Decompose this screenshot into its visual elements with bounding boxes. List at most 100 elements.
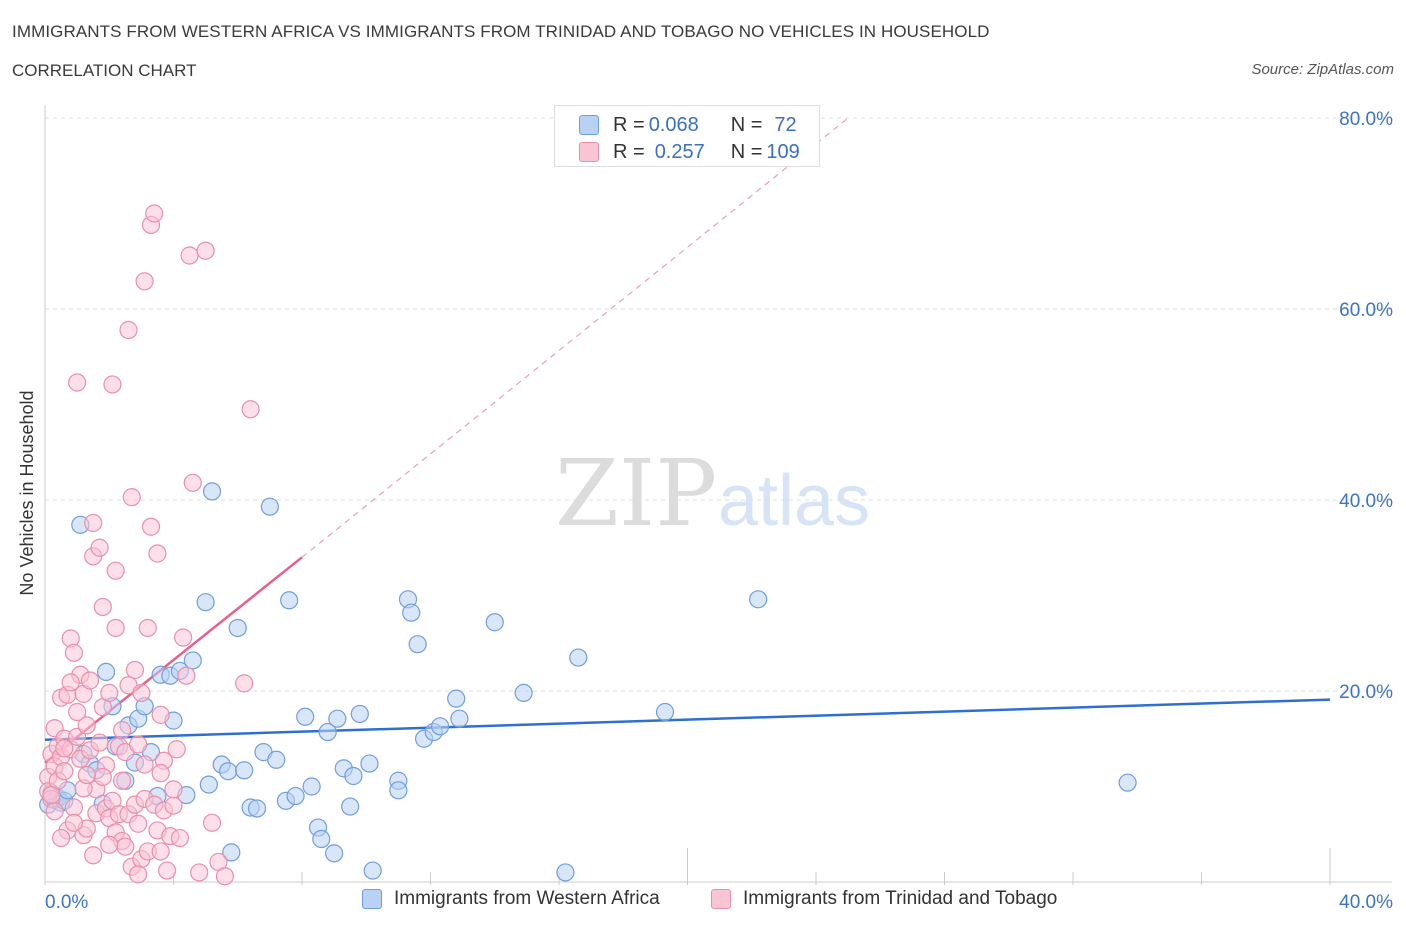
point-trinidad xyxy=(42,785,61,805)
point-trinidad xyxy=(167,740,186,759)
point-trinidad xyxy=(93,767,112,787)
trend-extension-trinidad xyxy=(301,117,849,558)
point-western-africa xyxy=(219,762,238,781)
point-western-africa xyxy=(749,590,768,609)
watermark-zip: ZIP xyxy=(555,440,717,547)
point-trinidad xyxy=(68,373,87,392)
point-trinidad xyxy=(90,538,109,557)
point-western-africa xyxy=(360,754,379,773)
point-trinidad xyxy=(180,246,199,265)
point-trinidad xyxy=(138,618,157,638)
point-western-africa xyxy=(222,843,241,862)
legend-item-trinidad[interactable]: Immigrants from Trinidad and Tobago xyxy=(711,888,1057,910)
point-western-africa xyxy=(344,766,363,786)
data-points xyxy=(39,204,1137,886)
point-trinidad xyxy=(125,660,145,680)
point-trinidad xyxy=(80,671,100,690)
y-tick-label: 20.0% xyxy=(1339,682,1393,703)
stats-swatch-trinidad xyxy=(579,142,599,162)
point-trinidad xyxy=(45,802,64,821)
point-western-africa xyxy=(199,775,218,794)
point-trinidad xyxy=(129,865,148,884)
point-western-africa xyxy=(260,497,279,516)
point-western-africa xyxy=(389,781,408,800)
point-western-africa xyxy=(202,482,222,501)
stats-row-western-africa: R = 0.068 N = 72 xyxy=(579,112,797,138)
point-trinidad xyxy=(151,764,170,783)
point-western-africa xyxy=(556,863,575,882)
point-trinidad xyxy=(103,375,122,394)
source-label: Source: ZipAtlas.com xyxy=(1251,61,1394,78)
point-trinidad xyxy=(106,561,125,580)
stats-n-label: N = xyxy=(730,140,763,163)
point-trinidad xyxy=(64,798,84,817)
point-trinidad xyxy=(132,683,151,703)
point-western-africa xyxy=(286,786,305,806)
point-trinidad xyxy=(141,517,161,536)
point-western-africa xyxy=(450,709,469,728)
stats-n-label: N = xyxy=(730,113,763,136)
point-trinidad xyxy=(164,780,183,799)
point-western-africa xyxy=(267,750,286,769)
point-western-africa xyxy=(235,761,254,780)
point-trinidad xyxy=(190,863,209,882)
point-western-africa xyxy=(96,662,116,682)
point-western-africa xyxy=(228,618,247,638)
point-western-africa xyxy=(408,635,427,654)
point-western-africa xyxy=(328,709,347,728)
chart-title: IMMIGRANTS FROM WESTERN AFRICA VS IMMIGR… xyxy=(12,22,990,41)
point-western-africa xyxy=(341,797,360,816)
point-western-africa xyxy=(312,829,331,849)
point-trinidad xyxy=(129,814,148,833)
point-western-africa xyxy=(296,707,315,726)
point-western-africa xyxy=(302,777,321,796)
point-trinidad xyxy=(119,320,138,340)
point-trinidad xyxy=(64,813,84,832)
point-trinidad xyxy=(241,400,260,419)
point-trinidad xyxy=(90,733,109,752)
point-western-africa xyxy=(247,799,267,818)
point-western-africa xyxy=(318,722,337,742)
stats-swatch-western-africa xyxy=(579,115,599,135)
point-trinidad xyxy=(84,513,103,533)
legend-swatch-western-africa xyxy=(362,889,382,909)
legend-item-western-africa[interactable]: Immigrants from Western Africa xyxy=(362,888,660,910)
y-tick-label: 40.0% xyxy=(1339,491,1393,512)
point-trinidad xyxy=(51,828,71,848)
point-trinidad xyxy=(93,597,112,617)
point-trinidad xyxy=(157,861,177,880)
point-trinidad xyxy=(145,204,164,223)
point-trinidad xyxy=(196,241,215,260)
point-trinidad xyxy=(112,771,132,790)
point-trinidad xyxy=(77,716,96,735)
point-trinidad xyxy=(164,796,183,815)
stats-box: R = 0.068 N = 72 R = 0.257 N = 109 xyxy=(554,105,820,167)
stats-r-label: R = xyxy=(613,140,645,163)
trend-line-western-africa xyxy=(44,698,1331,741)
tick-labels: 20.0% 40.0% 60.0% 80.0% 0.0% 40.0% xyxy=(45,109,1393,913)
point-trinidad xyxy=(129,735,148,754)
point-trinidad xyxy=(235,674,254,693)
point-trinidad xyxy=(106,618,125,638)
legend: Immigrants from Western Africa Immigrant… xyxy=(0,888,1406,918)
stats-n-value: 72 xyxy=(774,113,797,136)
point-western-africa xyxy=(402,603,421,622)
point-trinidad xyxy=(148,544,167,563)
point-trinidad xyxy=(151,705,170,724)
point-western-africa xyxy=(447,689,466,708)
point-western-africa xyxy=(485,613,504,632)
watermark-atlas: atlas xyxy=(718,461,870,541)
x-tick-label: 40.0% xyxy=(1339,892,1393,913)
point-trinidad xyxy=(55,739,74,758)
y-tick-label: 80.0% xyxy=(1339,109,1393,130)
point-trinidad xyxy=(135,755,154,774)
point-western-africa xyxy=(655,702,675,722)
point-western-africa xyxy=(363,861,382,880)
point-trinidad xyxy=(122,488,141,507)
point-western-africa xyxy=(1118,773,1137,792)
point-western-africa xyxy=(350,704,369,724)
point-trinidad xyxy=(68,702,87,722)
watermark: ZIP atlas xyxy=(555,440,870,547)
point-trinidad xyxy=(215,867,234,886)
